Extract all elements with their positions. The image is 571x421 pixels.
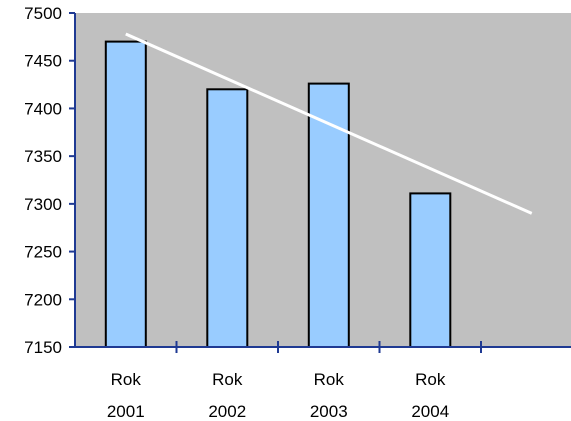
y-tick-label: 7500 — [24, 4, 62, 23]
x-tick-label-line1: Rok — [415, 370, 446, 389]
x-tick-label-line1: Rok — [212, 370, 243, 389]
bars-group — [104, 40, 452, 349]
y-tick-labels: 7500 7450 7400 7350 7300 7250 7200 7150 — [24, 4, 62, 357]
y-tick-label: 7350 — [24, 147, 62, 166]
y-tick-label: 7300 — [24, 195, 62, 214]
trendline — [125, 32, 533, 215]
bar-2004 — [409, 192, 452, 348]
y-tick-label: 7400 — [24, 99, 62, 118]
x-tick-label-line1: Rok — [111, 370, 142, 389]
x-tick-label-line2: 2002 — [208, 402, 246, 421]
x-tick-label-line2: 2003 — [310, 402, 348, 421]
x-tick-label-line1: Rok — [314, 370, 345, 389]
bar-2001 — [104, 40, 147, 348]
x-tick-labels: Rok 2001 Rok 2002 Rok 2003 Rok 2004 — [107, 370, 449, 421]
y-tick-label: 7450 — [24, 52, 62, 71]
axes-group — [69, 12, 571, 353]
bar-2002 — [206, 88, 249, 349]
y-tick-label: 7150 — [24, 338, 62, 357]
bar-2003 — [307, 82, 350, 348]
y-tick-label: 7200 — [24, 290, 62, 309]
x-tick-label-line2: 2004 — [411, 402, 449, 421]
y-tick-label: 7250 — [24, 243, 62, 262]
x-tick-label-line2: 2001 — [107, 402, 145, 421]
